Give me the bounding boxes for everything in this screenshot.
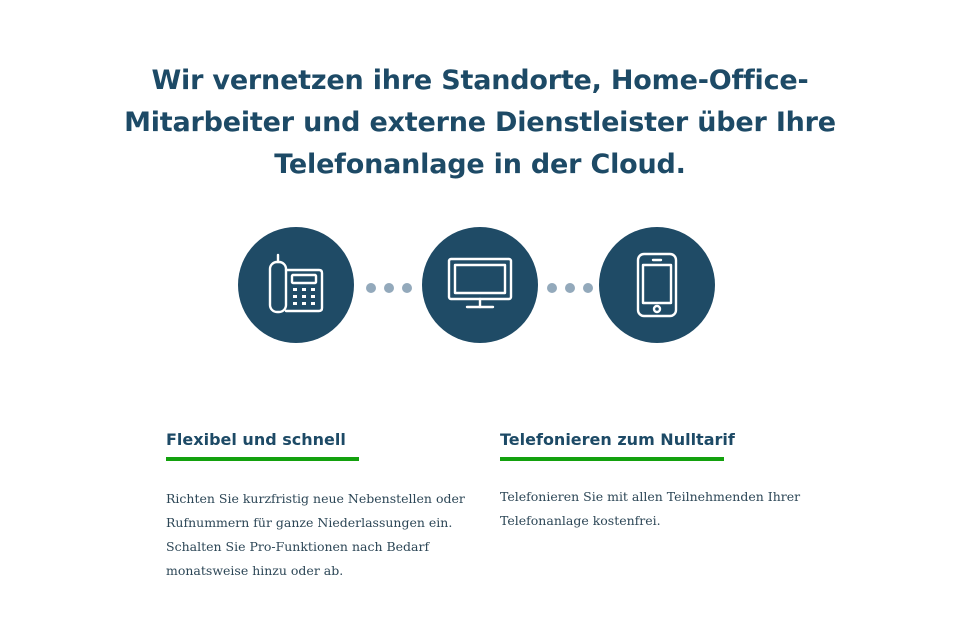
monitor-circle <box>422 227 538 343</box>
page-headline: Wir vernetzen ihre Standorte, Home-Offic… <box>120 60 840 186</box>
feature-text-line: Telefonieren Sie mit allen Teilnehmenden… <box>500 489 801 504</box>
monitor-icon <box>447 257 513 309</box>
headline-line-2: Mitarbeiter und externe Dienstleister üb… <box>124 107 836 138</box>
connector-dot <box>384 283 394 293</box>
headline-line-1: Wir vernetzen ihre Standorte, Home-Offic… <box>151 65 809 96</box>
feature-nulltarif: Telefonieren zum Nulltarif Telefonieren … <box>500 430 820 533</box>
feature-title: Telefonieren zum Nulltarif <box>500 430 735 461</box>
connector-dot <box>402 283 412 293</box>
headline-line-3: Telefonanlage in der Cloud. <box>274 149 686 180</box>
feature-flexibel: Flexibel und schnell Richten Sie kurzfri… <box>166 430 466 583</box>
feature-description: Richten Sie kurzfristig neue Nebenstelle… <box>166 487 466 583</box>
feature-text-line: Richten Sie kurzfristig neue Nebenstelle… <box>166 491 465 506</box>
connector-dot <box>366 283 376 293</box>
smartphone-icon <box>636 252 678 318</box>
feature-title: Flexibel und schnell <box>166 430 359 461</box>
desk-phone-icon <box>268 253 324 314</box>
feature-text-line: monatsweise hinzu oder ab. <box>166 563 344 578</box>
connector-dot <box>565 283 575 293</box>
feature-text-line: Rufnummern für ganze Niederlassungen ein… <box>166 515 453 530</box>
connector-dot <box>547 283 557 293</box>
feature-text-line: Schalten Sie Pro-Funktionen nach Bedarf <box>166 539 430 554</box>
connector-dots <box>547 283 593 293</box>
feature-text-line: Telefonanlage kostenfrei. <box>500 513 661 528</box>
connector-dot <box>583 283 593 293</box>
connector-dots <box>366 283 412 293</box>
feature-description: Telefonieren Sie mit allen Teilnehmenden… <box>500 485 820 533</box>
smartphone-circle <box>599 227 715 343</box>
desk-phone-circle <box>238 227 354 343</box>
